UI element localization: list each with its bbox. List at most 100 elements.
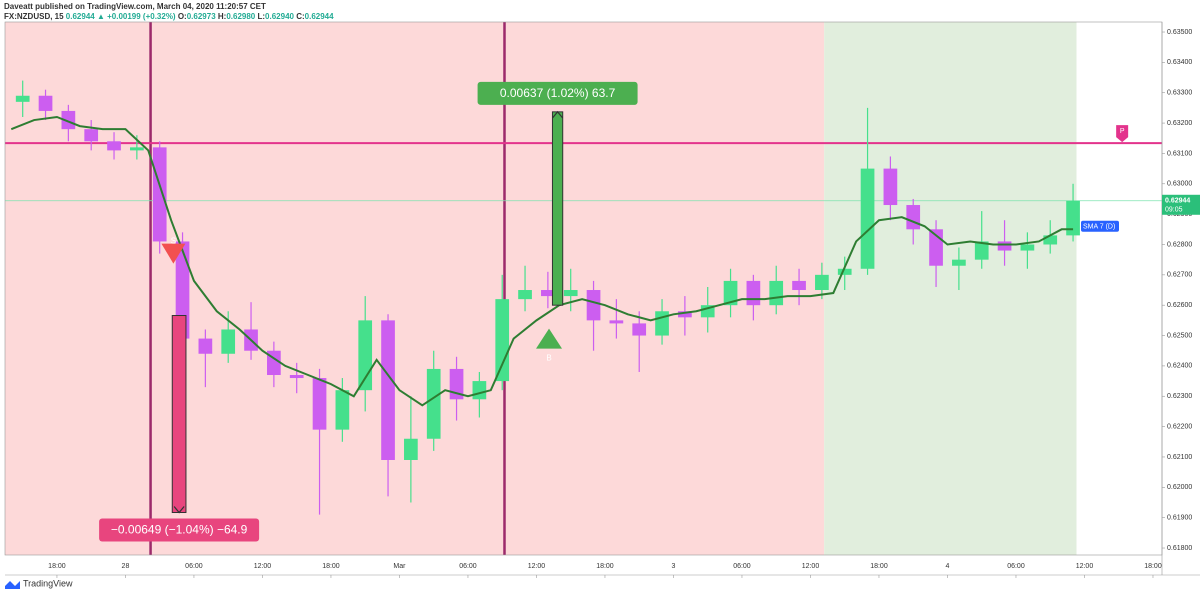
- candle-body: [472, 381, 487, 400]
- candle-body: [815, 274, 829, 291]
- zone: [5, 22, 825, 555]
- y-tick-label: 0.62000: [1167, 484, 1192, 491]
- candle-body: [404, 438, 418, 460]
- y-tick-label: 0.62400: [1167, 363, 1192, 370]
- last-price-box: [1162, 194, 1200, 215]
- sell-marker: [161, 243, 186, 264]
- candle-body: [586, 290, 601, 321]
- candle-body: [906, 205, 921, 230]
- buy-marker: [536, 328, 563, 349]
- candle-body: [974, 241, 989, 260]
- candle-body: [678, 311, 692, 318]
- x-tick-label: 18:00: [596, 563, 614, 570]
- y-tick-label: 0.63500: [1167, 29, 1192, 36]
- candle-body: [541, 290, 555, 297]
- symbol-line: FX:NZDUSD, 15 0.62944 ▲ +0.00199 (+0.32%…: [4, 12, 334, 21]
- y-tick-label: 0.61900: [1167, 515, 1192, 522]
- x-tick-label: 06:00: [185, 563, 203, 570]
- l-label: L:: [257, 12, 265, 21]
- x-tick-label: 06:00: [733, 563, 751, 570]
- candle-body: [1066, 200, 1080, 236]
- candle-body: [746, 280, 761, 306]
- candle-body: [632, 323, 647, 336]
- measure-label-box: [99, 518, 260, 542]
- candle-body: [860, 168, 875, 269]
- candle-body: [130, 147, 144, 151]
- y-tick-label: 0.61800: [1167, 545, 1192, 552]
- measure-range: [551, 111, 564, 306]
- c-label: C:: [296, 12, 304, 21]
- y-tick-label: 0.62700: [1167, 272, 1192, 279]
- candle-body: [495, 299, 510, 382]
- brand: TradingView: [23, 578, 73, 588]
- x-tick-label: 18:00: [48, 563, 66, 570]
- sma-legend-box: [1081, 220, 1119, 232]
- candle-body: [335, 390, 350, 430]
- candle-body: [381, 320, 395, 460]
- price: 0.62944: [66, 12, 95, 21]
- y-tick-label: 0.63300: [1167, 90, 1192, 97]
- candle-body: [837, 268, 852, 275]
- y-tick-label: 0.63200: [1167, 120, 1192, 127]
- x-tick-label: 18:00: [1144, 563, 1162, 570]
- x-tick-label: 12:00: [802, 563, 820, 570]
- x-tick-label: 12:00: [254, 563, 272, 570]
- signal-label: B: [546, 354, 551, 363]
- measure-label: −0.00649 (−1.04%) −64.9: [111, 523, 248, 537]
- y-tick-label: 0.62300: [1167, 393, 1192, 400]
- candle-body: [175, 241, 190, 339]
- o: 0.62973: [187, 12, 216, 21]
- candle-body: [1043, 235, 1058, 245]
- candle-body: [655, 311, 669, 336]
- candle-body: [997, 241, 1012, 251]
- candle-body: [152, 147, 167, 242]
- candle-body: [952, 259, 966, 266]
- y-tick-label: 0.62600: [1167, 302, 1192, 309]
- measure-range: [171, 315, 187, 514]
- sma-line: [10, 115, 1074, 407]
- y-tick-label: 0.62200: [1167, 423, 1192, 430]
- plot: −0.00649 (−1.04%) −64.9 0.00637 (1.02%) 6…: [5, 22, 1165, 555]
- candle-body: [1020, 244, 1035, 251]
- h: 0.62980: [226, 12, 255, 21]
- candle-body: [792, 280, 806, 291]
- x-tick-label: 18:00: [870, 563, 888, 570]
- x-tick-label: 4: [946, 563, 950, 570]
- x-tick-label: 18:00: [322, 563, 340, 570]
- x-tick-label: 12:00: [528, 563, 546, 570]
- candle-body: [38, 95, 53, 111]
- y-tick-label: 0.63000: [1167, 181, 1192, 188]
- y-tick-label: 0.62500: [1167, 332, 1192, 339]
- signal-label: P: [1120, 128, 1125, 135]
- x-tick-label: 12:00: [1076, 563, 1094, 570]
- o-label: O:: [178, 12, 187, 21]
- last-time-label: 09:05: [1165, 207, 1183, 214]
- x-tick-label: 06:00: [1007, 563, 1025, 570]
- sma-legend: SMA 7 (D): [1083, 224, 1115, 231]
- y-tick-label: 0.63100: [1167, 150, 1192, 157]
- candle-body: [518, 290, 532, 300]
- candle-body: [84, 129, 99, 142]
- candle-body: [769, 280, 784, 306]
- y-tick-label: 0.62100: [1167, 454, 1192, 461]
- x-tick-label: 3: [672, 563, 676, 570]
- x-tick-label: 06:00: [459, 563, 477, 570]
- measure-arrow: [173, 506, 185, 514]
- c: 0.62944: [305, 12, 334, 21]
- symbol: FX:NZDUSD, 15: [4, 12, 64, 21]
- measure-arrow: [552, 110, 564, 119]
- candle-body: [15, 95, 30, 102]
- x-tick-label: 28: [122, 563, 130, 570]
- logo: [5, 581, 20, 589]
- candle-body: [221, 329, 236, 354]
- flag-marker: [1116, 125, 1129, 143]
- measure-label-box: [477, 81, 638, 105]
- y-tick-label: 0.63400: [1167, 59, 1192, 66]
- signal-label: S: [171, 237, 176, 246]
- measure-label: 0.00637 (1.02%) 63.7: [500, 86, 616, 100]
- h-label: H:: [218, 12, 226, 21]
- candle-body: [609, 320, 624, 324]
- candle-body: [426, 368, 441, 439]
- candle-body: [61, 110, 76, 130]
